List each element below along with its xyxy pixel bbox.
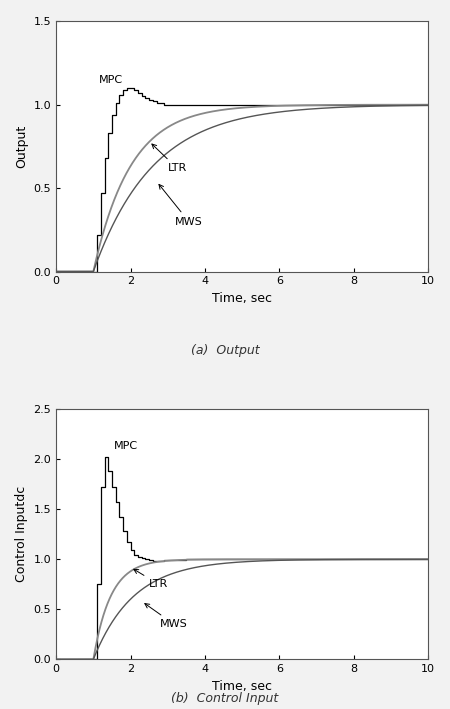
Text: MPC: MPC (114, 441, 138, 451)
Text: (b)  Control Input: (b) Control Input (171, 692, 279, 705)
Text: MPC: MPC (99, 75, 123, 85)
X-axis label: Time, sec: Time, sec (212, 292, 272, 305)
Text: LTR: LTR (152, 144, 187, 174)
Text: MWS: MWS (159, 184, 203, 227)
Y-axis label: Output: Output (15, 125, 28, 168)
Text: (a)  Output: (a) Output (191, 345, 259, 357)
X-axis label: Time, sec: Time, sec (212, 680, 272, 693)
Y-axis label: Control Inputdc: Control Inputdc (15, 486, 28, 582)
Text: MWS: MWS (145, 603, 188, 630)
Text: LTR: LTR (134, 569, 168, 589)
